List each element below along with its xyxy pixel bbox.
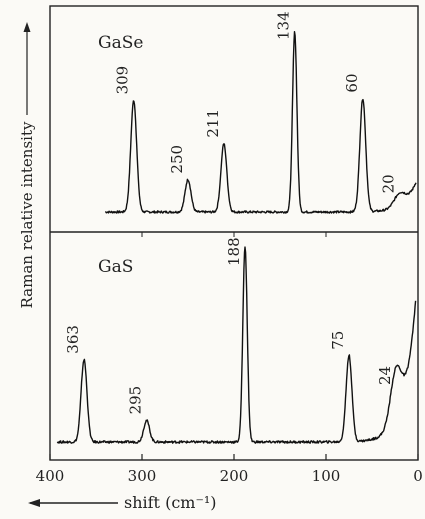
panel-title: GaS (98, 257, 133, 277)
peak-label: 309 (114, 66, 132, 95)
x-axis-label: shift (cm⁻¹) (124, 493, 217, 512)
x-axis-label-group: shift (cm⁻¹) (28, 493, 217, 512)
x-tick-label: 200 (220, 467, 249, 485)
y-axis-label: Raman relative intensity (18, 121, 36, 308)
spectrum-line-gas (56, 246, 417, 444)
x-tick-label: 400 (36, 467, 65, 485)
peak-label: 20 (380, 174, 398, 193)
peak-label: 24 (376, 366, 394, 385)
y-axis-arrowhead (23, 22, 31, 32)
peak-label: 75 (329, 331, 347, 350)
peak-label: 134 (275, 11, 293, 40)
y-axis-label-group: Raman relative intensity (18, 22, 36, 308)
x-tick-label: 300 (128, 467, 157, 485)
peak-label: 211 (204, 109, 222, 138)
peak-label: 295 (127, 386, 145, 415)
x-tick-label: 0 (413, 467, 423, 485)
x-axis-arrowhead (28, 499, 40, 507)
peak-label: 60 (343, 74, 361, 93)
peak-label: 188 (225, 237, 243, 266)
peak-label: 363 (64, 325, 82, 354)
spectrum-line-gase (105, 31, 417, 214)
x-tick-label: 100 (312, 467, 341, 485)
peak-label: 250 (168, 145, 186, 174)
panel-title: GaSe (98, 33, 143, 53)
